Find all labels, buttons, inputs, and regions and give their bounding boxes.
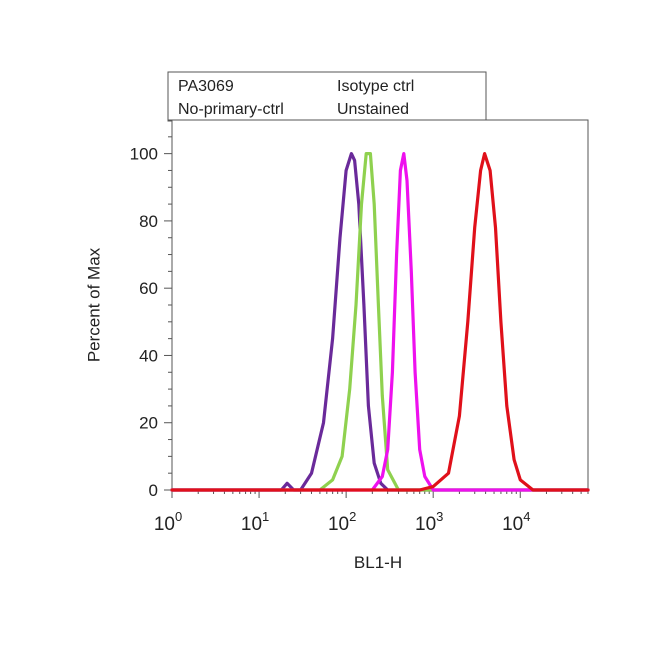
y-tick-label: 80 xyxy=(139,212,158,231)
series-line-isotype-ctrl xyxy=(170,152,590,492)
y-tick-label: 20 xyxy=(139,414,158,433)
legend-entry-isotype-ctrl: Isotype ctrl xyxy=(337,78,414,95)
y-tick-label: 60 xyxy=(139,279,158,298)
x-tick-label: 102 xyxy=(328,509,356,535)
series-line-no-primary-ctrl xyxy=(170,152,590,492)
x-tick-label: 100 xyxy=(154,509,182,535)
series-line-pa3069 xyxy=(170,152,590,492)
x-axis-label: BL1-H xyxy=(354,553,402,572)
x-tick-label: 101 xyxy=(241,509,269,535)
y-axis: 0 20 40 60 80 100 xyxy=(130,119,172,500)
y-tick-label: 0 xyxy=(149,481,158,500)
y-tick-label: 40 xyxy=(139,346,158,365)
series-layer xyxy=(170,152,590,492)
legend-box xyxy=(167,71,487,122)
y-tick-label: 100 xyxy=(130,145,158,164)
x-axis: 100 101 102 103 104 xyxy=(154,490,589,535)
y-axis-label: Percent of Max xyxy=(84,247,103,362)
legend-entry-no-primary-ctrl: No-primary-ctrl xyxy=(178,101,284,118)
x-tick-label: 104 xyxy=(502,509,530,535)
x-tick-label: 103 xyxy=(415,509,443,535)
legend-entry-unstained: Unstained xyxy=(337,101,409,118)
legend-entry-pa3069: PA3069 xyxy=(178,78,234,95)
legend: PA3069 Isotype ctrl No-primary-ctrl Unstain… xyxy=(167,71,487,122)
